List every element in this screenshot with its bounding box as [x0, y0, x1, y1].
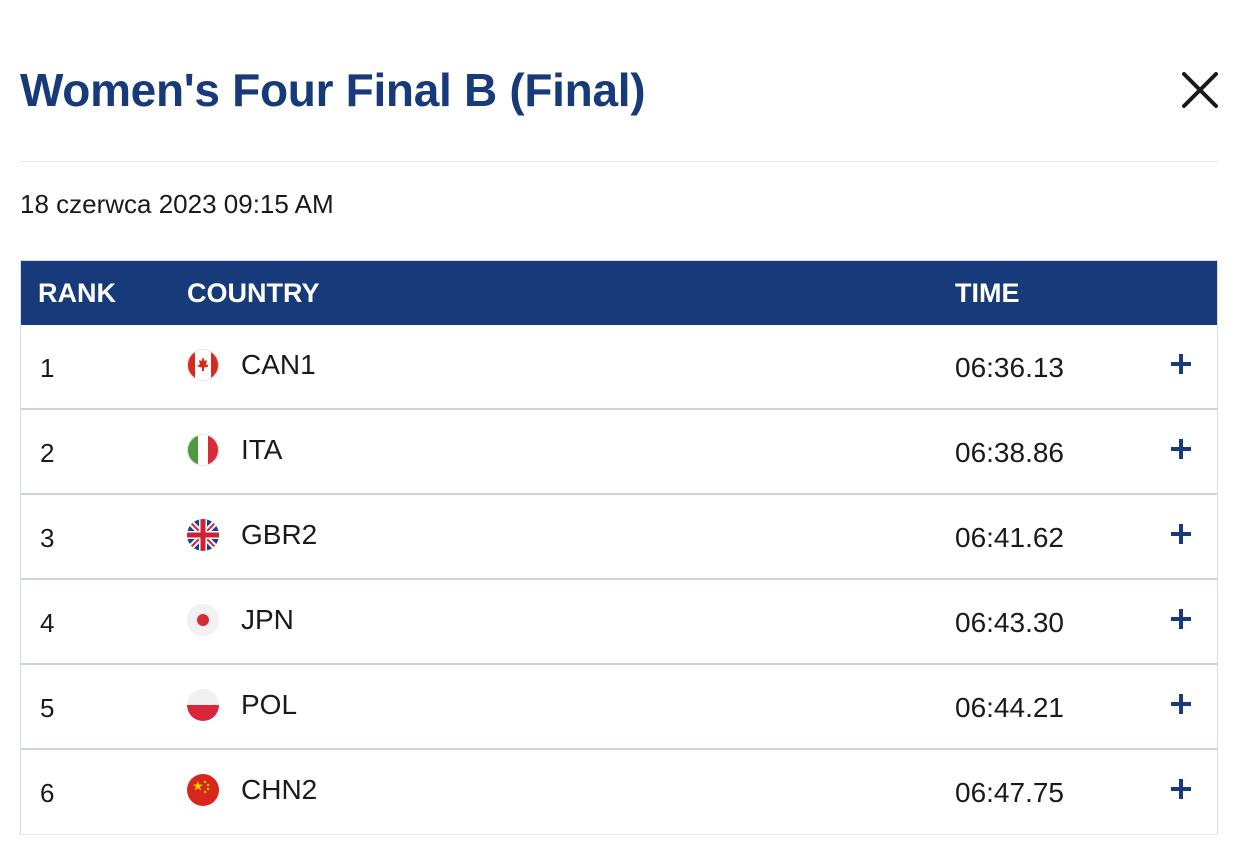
results-table: RANK COUNTRY TIME 1 CAN1 06:36.13: [20, 260, 1218, 835]
table-row[interactable]: 3 GBR2 06:41.62: [21, 495, 1217, 580]
plus-icon[interactable]: [1169, 352, 1193, 376]
close-icon: [1182, 72, 1218, 108]
country-cell: CAN1: [241, 349, 316, 380]
table-row[interactable]: 6 CHN2 06:47.75: [21, 750, 1217, 835]
country-cell: ITA: [241, 434, 283, 465]
rank-cell: 5: [40, 693, 55, 723]
italy-flag-icon: [187, 434, 219, 466]
table-row[interactable]: 5 POL 06:44.21: [21, 665, 1217, 750]
table-row[interactable]: 1 CAN1 06:36.13: [21, 325, 1217, 410]
plus-icon[interactable]: [1169, 777, 1193, 801]
plus-icon[interactable]: [1169, 522, 1193, 546]
uk-flag-icon: [187, 519, 219, 551]
canada-flag-icon: [187, 349, 219, 381]
time-cell: 06:36.13: [955, 352, 1064, 383]
china-flag-icon: [187, 774, 219, 806]
country-cell: CHN2: [241, 774, 318, 805]
column-header-rank: RANK: [38, 278, 116, 308]
japan-flag-icon: [187, 604, 219, 636]
column-header-time: TIME: [955, 278, 1020, 308]
plus-icon[interactable]: [1169, 692, 1193, 716]
time-cell: 06:47.75: [955, 777, 1064, 808]
plus-icon[interactable]: [1169, 437, 1193, 461]
table-row[interactable]: 2 ITA 06:38.86: [21, 410, 1217, 495]
poland-flag-icon: [187, 689, 219, 721]
time-cell: 06:44.21: [955, 692, 1064, 723]
race-date: 18 czerwca 2023 09:15 AM: [20, 189, 334, 219]
country-cell: POL: [241, 689, 298, 720]
plus-icon[interactable]: [1169, 607, 1193, 631]
country-cell: GBR2: [241, 519, 318, 550]
time-cell: 06:43.30: [955, 607, 1064, 638]
table-header: RANK COUNTRY TIME: [21, 261, 1217, 325]
rank-cell: 1: [40, 353, 55, 383]
rank-cell: 6: [40, 778, 55, 808]
rank-cell: 3: [40, 523, 55, 553]
rank-cell: 4: [40, 608, 55, 638]
rank-cell: 2: [40, 438, 55, 468]
country-cell: JPN: [241, 604, 294, 635]
header-divider: [20, 161, 1219, 162]
table-row[interactable]: 4 JPN 06:43.30: [21, 580, 1217, 665]
column-header-country: COUNTRY: [187, 278, 320, 308]
time-cell: 06:38.86: [955, 437, 1064, 468]
page-title: Women's Four Final B (Final): [20, 64, 646, 116]
time-cell: 06:41.62: [955, 522, 1064, 553]
close-button[interactable]: [1180, 70, 1220, 110]
